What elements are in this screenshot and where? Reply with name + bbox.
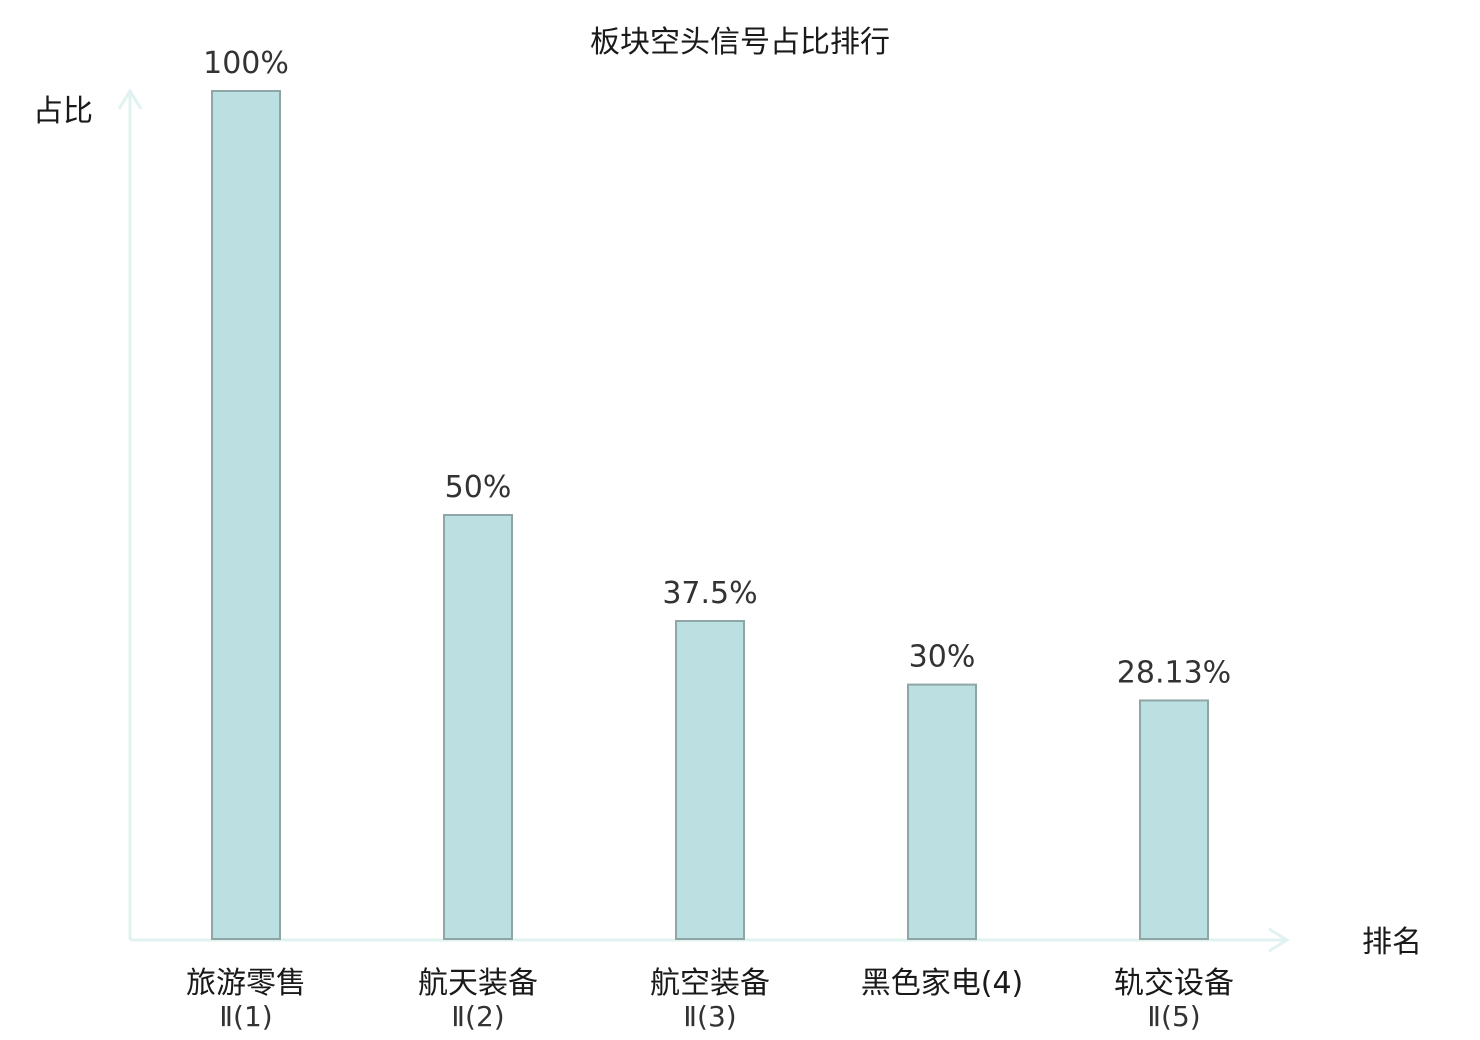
x-tick-sublabel: Ⅱ(1) (219, 1000, 272, 1033)
bar-value-label: 100% (203, 46, 289, 81)
bar (443, 514, 513, 940)
x-tick-sublabel: Ⅱ(5) (1147, 1000, 1200, 1033)
chart-title: 板块空头信号占比排行 (590, 25, 890, 60)
y-axis-arrow-icon (117, 88, 143, 110)
bar-value-label: 30% (909, 640, 976, 675)
bar-value-label: 50% (445, 470, 512, 505)
bar (907, 683, 977, 940)
x-tick-sublabel: Ⅱ(3) (683, 1000, 736, 1033)
bar (211, 90, 281, 940)
y-axis-label: 占比 (33, 94, 93, 129)
bar-value-label: 37.5% (662, 576, 757, 611)
x-axis-label: 排名 (1362, 925, 1422, 960)
x-tick-label: 旅游零售 (186, 966, 306, 1001)
bar (675, 620, 745, 940)
x-tick-sublabel: Ⅱ(2) (451, 1000, 504, 1033)
x-tick-label: 黑色家电(4) (861, 966, 1024, 1001)
x-tick-label: 轨交设备 (1114, 966, 1234, 1001)
bar-value-label: 28.13% (1117, 655, 1231, 690)
bar (1139, 699, 1209, 940)
x-tick-label: 航空装备 (650, 966, 770, 1001)
x-tick-label: 航天装备 (418, 966, 538, 1001)
x-axis-arrow-icon (1268, 927, 1290, 953)
